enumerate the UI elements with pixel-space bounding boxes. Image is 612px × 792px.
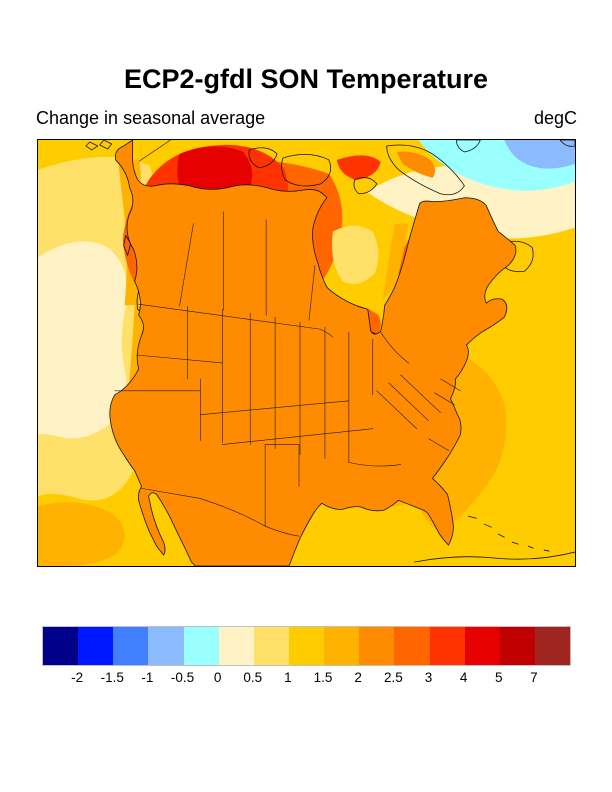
colorbar-cell xyxy=(43,627,79,665)
plot-subtitle: Change in seasonal average xyxy=(36,108,266,128)
colorbar-tick-label: 1 xyxy=(284,670,292,685)
contour-map xyxy=(38,140,575,566)
colorbar xyxy=(42,626,571,666)
colorbar-tick-label: -1.5 xyxy=(100,670,124,685)
map-canvas xyxy=(37,139,576,567)
colorbar-cell xyxy=(534,627,571,665)
state-province-borders xyxy=(114,140,461,537)
colorbar-cell xyxy=(183,627,219,665)
colorbar-cell xyxy=(499,627,535,665)
colorbar-tick-label: 3 xyxy=(424,670,433,685)
colorbar-tick-label: 2.5 xyxy=(383,670,403,685)
colorbar-cell xyxy=(464,627,500,665)
colorbar-cell xyxy=(359,627,395,665)
colorbar-cell xyxy=(78,627,114,665)
colorbar-tick-label: 2 xyxy=(354,670,362,685)
islands xyxy=(85,140,575,312)
colorbar-cell xyxy=(113,627,149,665)
plot-title: ECP2-gfdl SON Temperature xyxy=(123,64,489,94)
colorbar-tick-labels: -2 -1.5 -1 -0.5 0 0.5 1 1.5 2 2.5 3 4 5 7 xyxy=(42,670,569,688)
colorbar-tick-label: 5 xyxy=(494,670,503,685)
coastlines xyxy=(109,140,575,566)
colorbar-cell xyxy=(324,627,360,665)
colorbar-cell xyxy=(394,627,430,665)
colorbar-tick-label: 1.5 xyxy=(313,670,333,685)
colorbar-tick-label: 0.5 xyxy=(243,670,263,685)
colorbar-tick-label: -1 xyxy=(141,670,154,685)
colorbar-cell xyxy=(148,627,184,665)
subtitle-row: Change in seasonal average degC xyxy=(36,108,577,129)
colorbar-cell xyxy=(288,627,325,665)
colorbar-tick-label: -0.5 xyxy=(170,670,195,685)
colorbar-cell xyxy=(218,627,254,665)
colorbar-tick-label: 0 xyxy=(213,670,222,685)
colorbar-tick-label: 7 xyxy=(530,670,538,685)
colorbar-cell xyxy=(253,627,289,665)
colorbar-tick-label: 4 xyxy=(459,670,468,685)
colorbar-tick-label: -2 xyxy=(71,670,84,685)
units-label: degC xyxy=(533,108,577,128)
colorbar-cell xyxy=(429,627,465,665)
